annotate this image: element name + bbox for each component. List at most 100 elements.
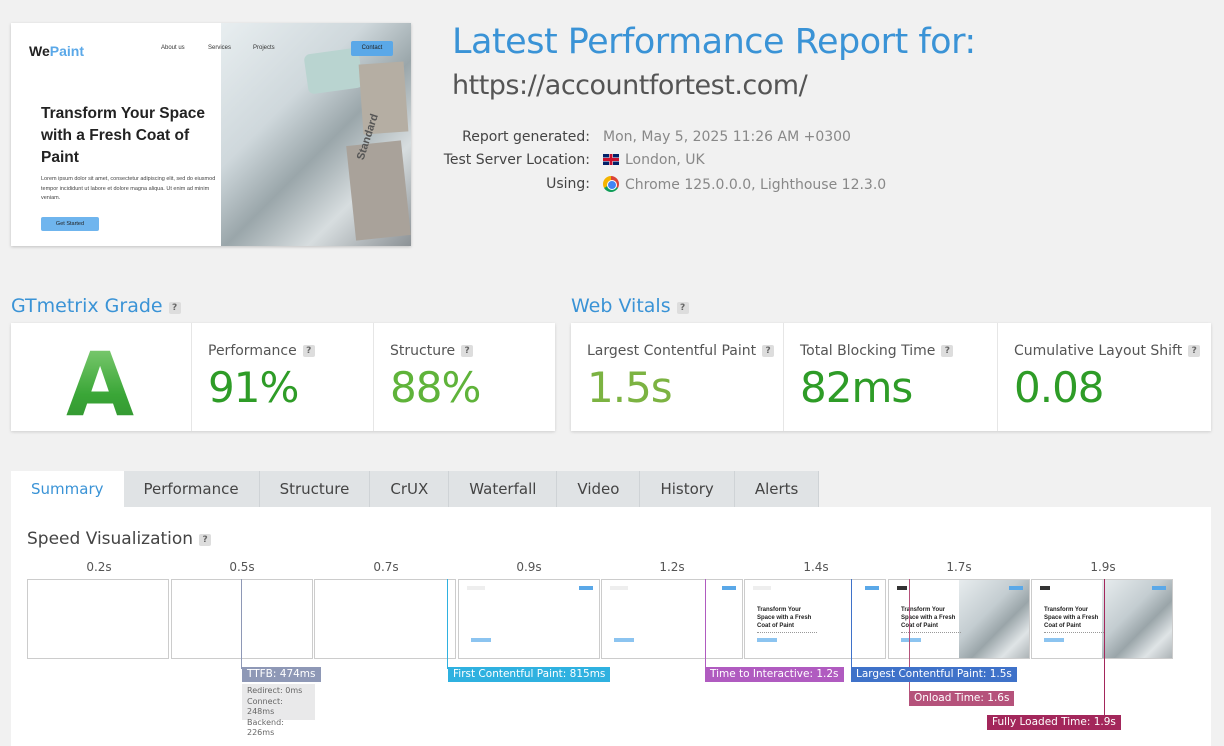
report-generated-row: Report generated: Mon, May 5, 2025 11:26…: [440, 129, 920, 149]
timeline-tick: 0.9s: [516, 560, 542, 574]
tbt-label: Total Blocking Time: [800, 343, 936, 359]
server-location-label: Test Server Location:: [443, 152, 590, 168]
lcp-label: Largest Contentful Paint: [587, 343, 757, 359]
frame-cta: [901, 638, 921, 642]
ttfb-breakdown: Redirect: 0ms Connect: 248ms Backend: 22…: [242, 684, 315, 737]
site-screenshot-thumbnail: Standard WePaint About us Services Proje…: [11, 23, 411, 246]
ttfb-marker-line: [241, 579, 242, 669]
speed-visualization-title: Speed Visualization: [27, 529, 194, 549]
structure-label: Structure: [390, 343, 456, 359]
help-icon[interactable]: ?: [676, 302, 689, 314]
frame-header-button: [1009, 586, 1023, 590]
structure-label-wrap: Structure?: [390, 343, 474, 359]
speed-visualization-heading: Speed Visualization?: [27, 529, 212, 549]
fcp-marker-label[interactable]: First Contentful Paint: 815ms: [448, 667, 611, 682]
timeline-tick: 1.7s: [946, 560, 972, 574]
cls-label-wrap: Cumulative Layout Shift?: [1014, 343, 1201, 359]
report-generated-value: Mon, May 5, 2025 11:26 AM +0300: [603, 129, 851, 145]
frame-text-lines: [901, 632, 961, 633]
web-vitals-card: Largest Contentful Paint? 1.5s Total Blo…: [571, 323, 1211, 431]
gtmetrix-grade-card: A Performance? 91% Structure? 88%: [11, 323, 555, 436]
onload-marker-line: [909, 579, 910, 691]
ttfb-connect: Connect: 248ms: [247, 696, 283, 717]
help-icon[interactable]: ?: [199, 534, 212, 546]
server-location-value-wrap: London, UK: [603, 152, 705, 168]
help-icon[interactable]: ?: [302, 345, 315, 357]
gtmetrix-grade-title: GTmetrix Grade: [11, 295, 163, 317]
fully-loaded-marker-label[interactable]: Fully Loaded Time: 1.9s: [987, 715, 1121, 730]
web-vitals-title: Web Vitals: [571, 295, 671, 317]
onload-marker-label[interactable]: Onload Time: 1.6s: [909, 691, 1015, 706]
ttfb-marker-label[interactable]: TTFB: 474ms: [242, 667, 321, 682]
timeline-tick: 0.7s: [373, 560, 399, 574]
timeline-tick: 1.9s: [1090, 560, 1116, 574]
frame-hero-image: [959, 580, 1029, 658]
site-cta-button: Get Started: [41, 217, 99, 231]
server-location-value: London, UK: [625, 152, 705, 168]
tab-waterfall[interactable]: Waterfall: [449, 471, 558, 507]
tti-marker-line: [705, 579, 706, 669]
frame-header-button: [579, 586, 593, 590]
performance-value: 91%: [208, 363, 299, 412]
lcp-marker-label[interactable]: Largest Contentful Paint: 1.5s: [851, 667, 1017, 682]
frame-logo: [1040, 586, 1050, 590]
timeline-tick: 1.4s: [803, 560, 829, 574]
tbt-cell: Total Blocking Time? 82ms: [784, 323, 998, 431]
performance-label: Performance: [208, 343, 297, 359]
help-icon[interactable]: ?: [941, 345, 954, 357]
tti-marker-label[interactable]: Time to Interactive: 1.2s: [705, 667, 844, 682]
grade-cell: A: [11, 323, 192, 436]
logo-paint: Paint: [49, 43, 84, 59]
fcp-marker-line: [447, 579, 448, 669]
report-tabs: Summary Performance Structure CrUX Water…: [11, 471, 820, 507]
filmstrip-frame[interactable]: [171, 579, 313, 659]
using-value: Chrome 125.0.0.0, Lighthouse 12.3.0: [625, 177, 887, 193]
filmstrip-frame[interactable]: [27, 579, 169, 659]
frame-text-lines: [1044, 632, 1104, 633]
frame-hero-text: Transform Your Space with a Fresh Coat o…: [757, 607, 812, 629]
report-url[interactable]: https://accountfortest.com/: [452, 70, 808, 101]
filmstrip-frame[interactable]: Transform Your Space with a Fresh Coat o…: [744, 579, 886, 659]
uk-flag-icon: [603, 154, 619, 165]
help-icon[interactable]: ?: [1188, 345, 1201, 357]
tab-crux[interactable]: CrUX: [370, 471, 450, 507]
lcp-value: 1.5s: [587, 363, 673, 412]
frame-cta: [471, 638, 491, 642]
site-nav-item: Projects: [253, 45, 275, 51]
fully-loaded-marker-line: [1104, 579, 1105, 716]
performance-label-wrap: Performance?: [208, 343, 315, 359]
server-location-row: Test Server Location: London, UK: [440, 152, 920, 172]
site-hero-heading: Transform Your Space with a Fresh Coat o…: [41, 105, 205, 166]
frame-text-lines: [757, 632, 817, 633]
frame-hero-image: [1102, 580, 1172, 658]
filmstrip-frame[interactable]: [601, 579, 743, 659]
filmstrip-frame[interactable]: [458, 579, 600, 659]
site-nav-item: Services: [208, 45, 232, 51]
frame-header-button: [865, 586, 879, 590]
lcp-cell: Largest Contentful Paint? 1.5s: [571, 323, 784, 431]
web-vitals-heading: Web Vitals?: [571, 295, 689, 317]
lcp-marker-line: [851, 579, 852, 669]
tab-summary[interactable]: Summary: [11, 471, 124, 507]
tab-performance[interactable]: Performance: [123, 471, 260, 507]
filmstrip-frame[interactable]: Transform Your Space with a Fresh Coat o…: [1031, 579, 1173, 659]
help-icon[interactable]: ?: [168, 302, 181, 314]
frame-cta: [614, 638, 634, 642]
ttfb-redirect: Redirect: 0ms: [247, 686, 303, 695]
tab-history[interactable]: History: [640, 471, 735, 507]
lcp-label-wrap: Largest Contentful Paint?: [587, 343, 775, 359]
frame-placeholder-bar: [753, 586, 771, 590]
tab-alerts[interactable]: Alerts: [734, 471, 820, 507]
help-icon[interactable]: ?: [461, 345, 474, 357]
report-generated-label: Report generated:: [462, 129, 590, 145]
frame-cta: [1044, 638, 1064, 642]
timeline-tick: 0.5s: [229, 560, 255, 574]
help-icon[interactable]: ?: [762, 345, 775, 357]
filmstrip-frame[interactable]: Transform Your Space with a Fresh Coat o…: [888, 579, 1030, 659]
report-title: Latest Performance Report for:: [452, 22, 976, 62]
structure-value: 88%: [390, 363, 481, 412]
tab-video[interactable]: Video: [557, 471, 641, 507]
filmstrip-frame[interactable]: [314, 579, 456, 659]
tab-structure[interactable]: Structure: [259, 471, 371, 507]
frame-header-button: [722, 586, 736, 590]
